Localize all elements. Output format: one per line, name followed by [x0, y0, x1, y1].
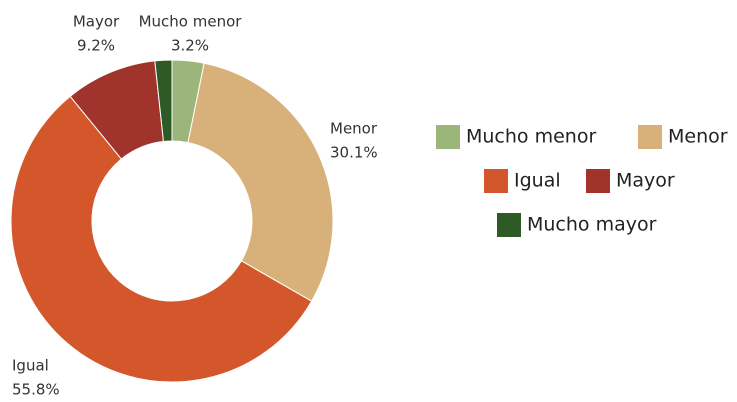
legend-label: Mucho menor: [466, 126, 596, 148]
legend-label: Mayor: [616, 170, 675, 192]
legend-label: Menor: [668, 126, 728, 148]
legend-swatch: [586, 169, 610, 193]
donut-slice: [187, 62, 334, 302]
legend-swatch: [436, 125, 460, 149]
legend-swatch: [638, 125, 662, 149]
slice-value: 55.8%: [12, 381, 60, 399]
slice-label: Igual: [12, 357, 49, 375]
slice-label: Menor: [330, 120, 378, 138]
slice-label: Mayor: [73, 13, 120, 31]
legend-swatch: [497, 213, 521, 237]
slice-value: 9.2%: [77, 37, 115, 55]
donut-slice: [10, 95, 313, 383]
legend-label: Igual: [514, 170, 561, 192]
legend-swatch: [484, 169, 508, 193]
slice-value: 30.1%: [330, 144, 378, 162]
slice-label: Mucho menor: [139, 13, 243, 31]
slice-value: 3.2%: [171, 37, 209, 55]
legend-label: Mucho mayor: [527, 214, 657, 236]
donut-slice: [154, 59, 173, 143]
